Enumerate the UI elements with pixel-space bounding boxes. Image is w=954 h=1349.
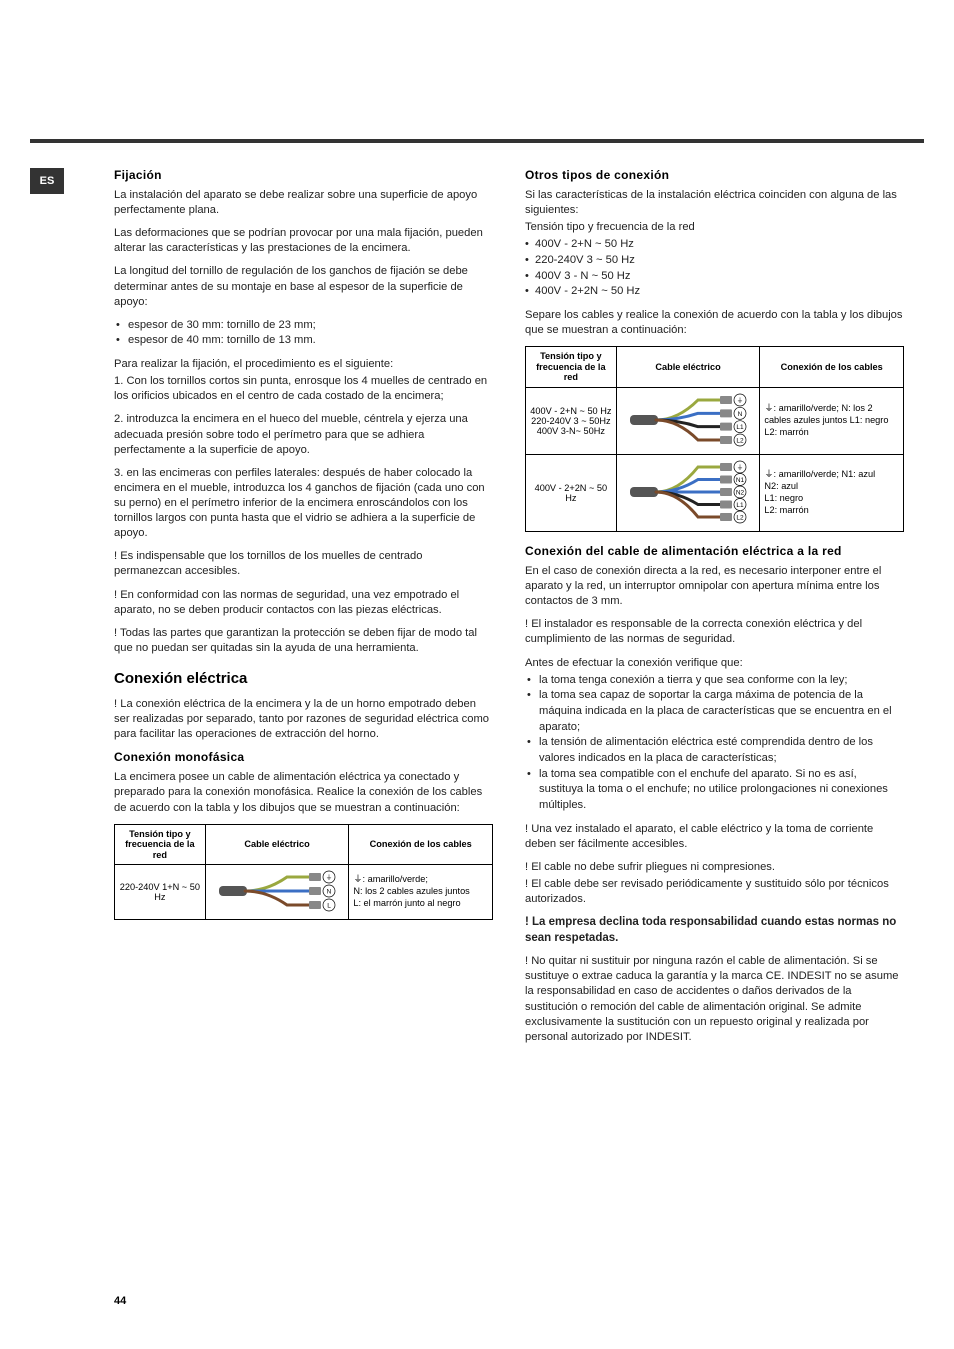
heading-red: Conexión del cable de alimentación eléct… — [525, 544, 904, 558]
table-cell-conn: ⏚: amarillo/verde; N: los 2 cables azule… — [760, 387, 904, 454]
warning-text: ! El cable debe ser revisado periódicame… — [525, 877, 904, 907]
svg-text:N2: N2 — [736, 489, 745, 496]
heading-otros: Otros tipos de conexión — [525, 168, 904, 182]
list-item: 400V 3 - N ~ 50 Hz — [525, 269, 904, 285]
warning-bold: ! La empresa declina toda responsabilida… — [525, 915, 904, 946]
table-cell-freq: 220-240V 1+N ~ 50 Hz — [115, 865, 206, 920]
svg-text:L1: L1 — [736, 502, 744, 509]
list-item: la toma sea capaz de soportar la carga m… — [525, 688, 904, 735]
right-column: Otros tipos de conexión Si las caracterí… — [525, 168, 904, 1053]
svg-text:L2: L2 — [736, 514, 744, 521]
content-columns: Fijación La instalación del aparato se d… — [114, 168, 904, 1053]
table-cell-conn: ⏚: amarillo/verde; N: los 2 cables azule… — [349, 865, 493, 920]
table-header: Conexión de los cables — [760, 347, 904, 388]
table-header: Tensión tipo y frecuencia de la red — [526, 347, 617, 388]
para: Las deformaciones que se podrían provoca… — [114, 226, 493, 256]
check-list: la toma tenga conexión a tierra y que se… — [525, 673, 904, 814]
para: 1. Con los tornillos cortos sin punta, e… — [114, 374, 493, 404]
para: Para realizar la fijación, el procedimie… — [114, 357, 493, 372]
warning-text: ! Todas las partes que garantizan la pro… — [114, 626, 493, 656]
para: Antes de efectuar la conexión verifique … — [525, 656, 904, 671]
list-item: espesor de 30 mm: tornillo de 23 mm; — [114, 318, 493, 334]
svg-text:N: N — [738, 411, 743, 418]
svg-text:L1: L1 — [736, 424, 744, 431]
cable-diagram-5wire: ⏚ N1 N2 L1 L2 — [628, 459, 748, 525]
svg-text:⏚: ⏚ — [737, 396, 744, 404]
table-header: Cable eléctrico — [205, 824, 349, 865]
list-item: la tensión de alimentación eléctrica est… — [525, 735, 904, 766]
para: 2. introduzca la encimera en el hueco de… — [114, 412, 493, 457]
para: En el caso de conexión directa a la red,… — [525, 564, 904, 609]
top-bar — [30, 139, 924, 143]
list-item: 400V - 2+N ~ 50 Hz — [525, 237, 904, 253]
thickness-list: espesor de 30 mm: tornillo de 23 mm; esp… — [114, 318, 493, 349]
para: La instalación del aparato se debe reali… — [114, 188, 493, 218]
svg-text:L: L — [327, 903, 331, 910]
list-item: 400V - 2+2N ~ 50 Hz — [525, 284, 904, 300]
warning-text: ! La conexión eléctrica de la encimera y… — [114, 697, 493, 742]
voltage-list: 400V - 2+N ~ 50 Hz 220-240V 3 ~ 50 Hz 40… — [525, 237, 904, 300]
table-cell-cable: ⏚ N1 N2 L1 L2 — [616, 454, 760, 531]
svg-text:⏚: ⏚ — [737, 463, 744, 471]
language-tab: ES — [30, 168, 64, 194]
cable-diagram-4wire: ⏚ N L1 L2 — [628, 392, 748, 448]
para: Si las características de la instalación… — [525, 188, 904, 218]
cable-diagram-3wire: ⏚ NL — [217, 869, 337, 913]
para: Separe los cables y realice la conexión … — [525, 308, 904, 338]
para: 3. en las encimeras con perfiles lateral… — [114, 466, 493, 542]
para: La longitud del tornillo de regulación d… — [114, 264, 493, 309]
wiring-table-multi: Tensión tipo y frecuencia de la red Cabl… — [525, 346, 904, 532]
list-item: la toma tenga conexión a tierra y que se… — [525, 673, 904, 689]
table-header: Conexión de los cables — [349, 824, 493, 865]
warning-text: ! El instalador es responsable de la cor… — [525, 617, 904, 647]
warning-text: ! En conformidad con las normas de segur… — [114, 588, 493, 618]
svg-text:⏚: ⏚ — [326, 874, 333, 882]
svg-text:N1: N1 — [736, 477, 745, 484]
warning-text: ! No quitar ni sustituir por ninguna raz… — [525, 954, 904, 1045]
page-number: 44 — [114, 1295, 126, 1307]
table-cell-conn: ⏚: amarillo/verde; N1: azul N2: azul L1:… — [760, 454, 904, 531]
wiring-table-mono: Tensión tipo y frecuencia de la red Cabl… — [114, 824, 493, 921]
list-item: espesor de 40 mm: tornillo de 13 mm. — [114, 333, 493, 349]
table-cell-cable: ⏚ NL — [205, 865, 349, 920]
left-column: Fijación La instalación del aparato se d… — [114, 168, 493, 1053]
warning-text: ! Una vez instalado el aparato, el cable… — [525, 822, 904, 852]
table-cell-freq: 400V - 2+N ~ 50 Hz 220-240V 3 ~ 50Hz 400… — [526, 387, 617, 454]
table-header: Tensión tipo y frecuencia de la red — [115, 824, 206, 865]
svg-text:N: N — [327, 889, 332, 896]
table-cell-freq: 400V - 2+2N ~ 50 Hz — [526, 454, 617, 531]
para: La encimera posee un cable de alimentaci… — [114, 770, 493, 815]
para: Tensión tipo y frecuencia de la red — [525, 220, 904, 235]
list-item: 220-240V 3 ~ 50 Hz — [525, 253, 904, 269]
heading-conexion-electrica: Conexión eléctrica — [114, 670, 493, 687]
svg-text:L2: L2 — [736, 437, 744, 444]
warning-text: ! Es indispensable que los tornillos de … — [114, 549, 493, 579]
heading-fijacion: Fijación — [114, 168, 493, 182]
warning-text: ! El cable no debe sufrir pliegues ni co… — [525, 860, 904, 875]
table-cell-cable: ⏚ N L1 L2 — [616, 387, 760, 454]
table-header: Cable eléctrico — [616, 347, 760, 388]
list-item: la toma sea compatible con el enchufe de… — [525, 767, 904, 814]
heading-monofasica: Conexión monofásica — [114, 750, 493, 764]
